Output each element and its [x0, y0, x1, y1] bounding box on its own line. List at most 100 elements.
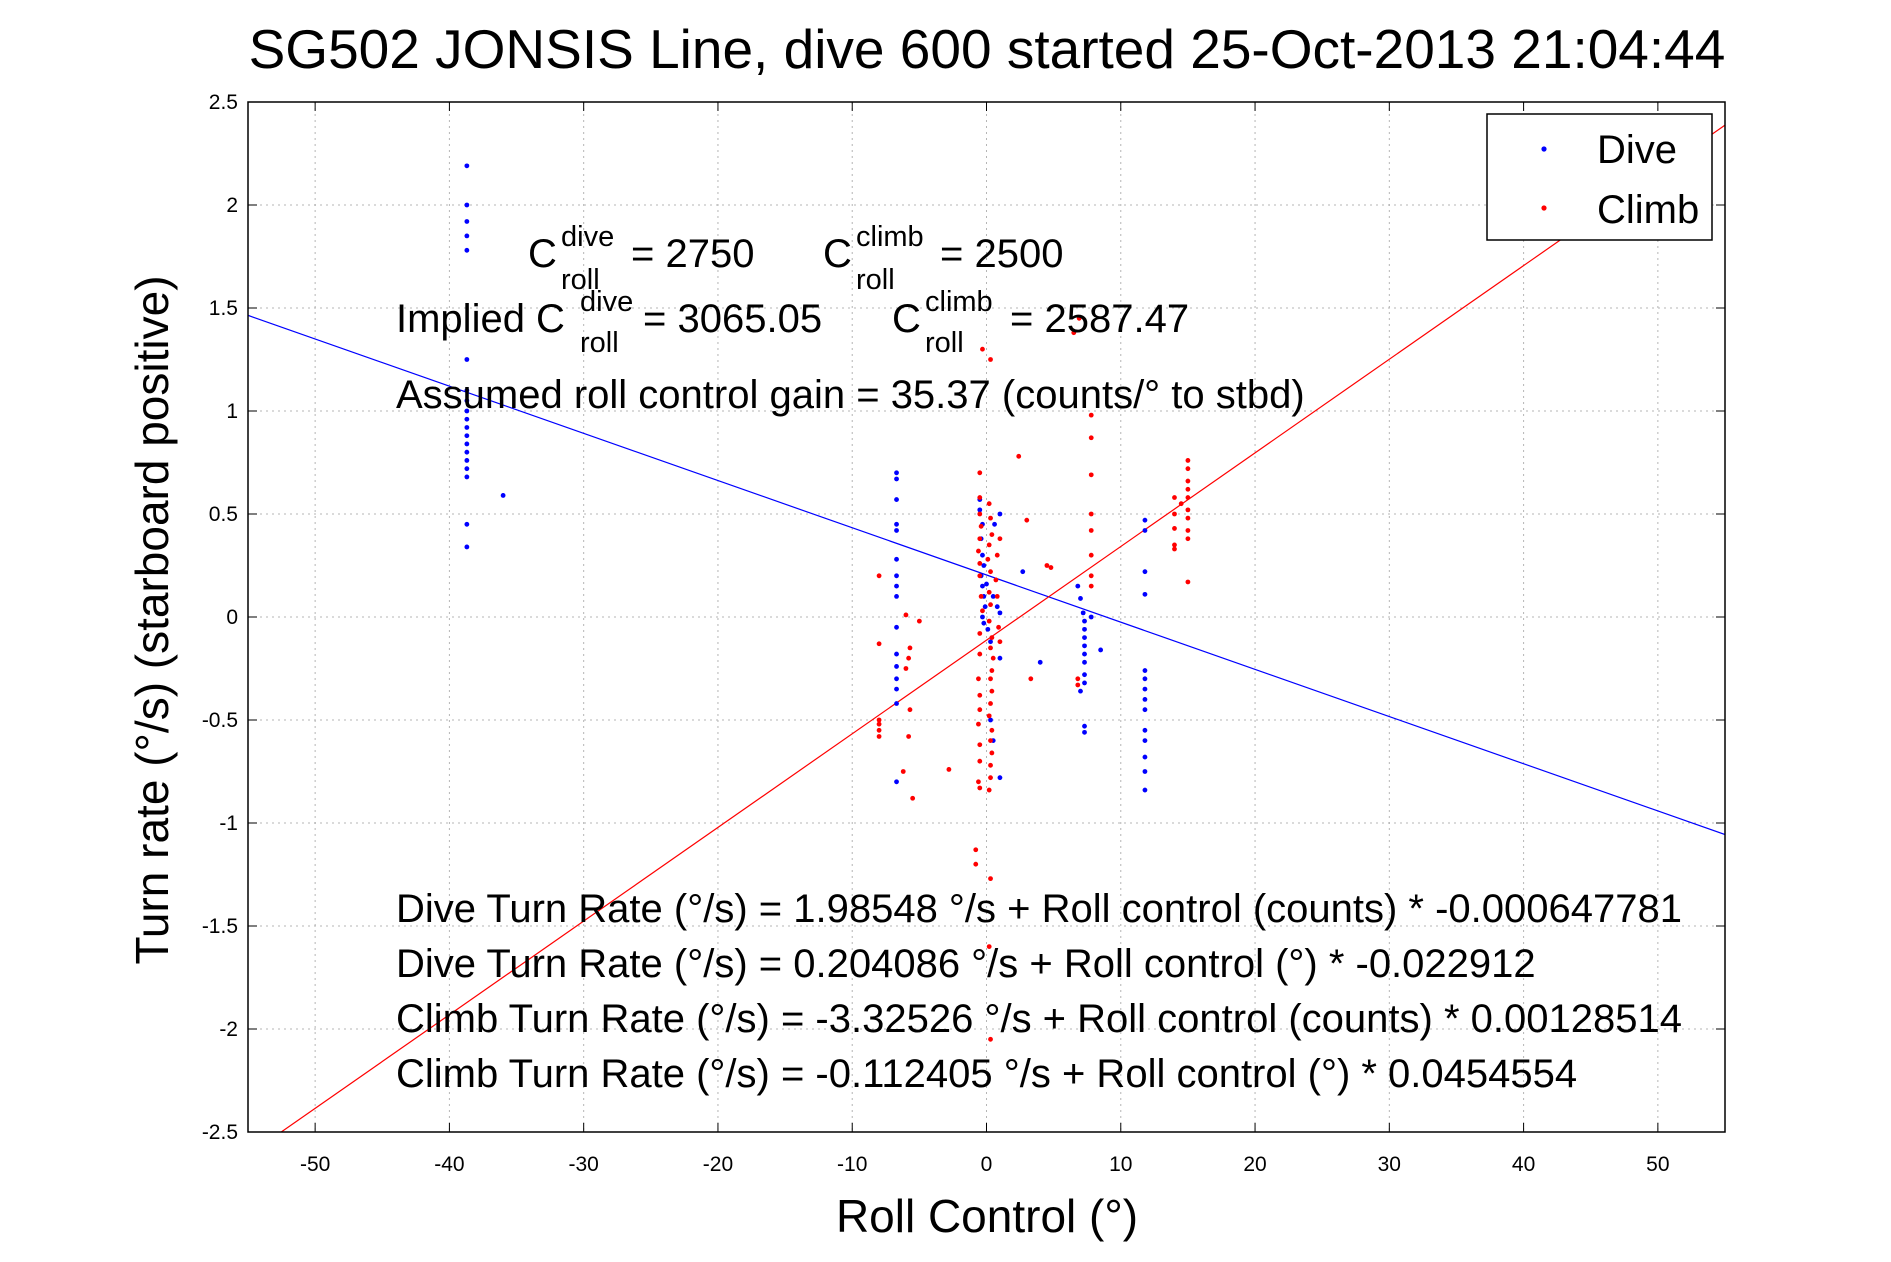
dive-point	[464, 425, 470, 430]
climb-point	[1172, 546, 1177, 552]
dive-point	[981, 563, 987, 568]
dive-point	[464, 458, 470, 463]
climb-point	[988, 645, 993, 651]
climb-point	[977, 511, 983, 517]
c-roll-dive-base: C	[528, 232, 557, 276]
c-roll-climb-value: = 2500	[940, 232, 1063, 276]
x-tick-label: -40	[434, 1153, 464, 1176]
climb-point	[977, 692, 983, 698]
climb-point	[997, 536, 1003, 542]
x-tick-label: 30	[1378, 1153, 1401, 1176]
x-axis-label: Roll Control (°)	[836, 1190, 1138, 1242]
dive-point	[977, 507, 983, 513]
dive-point	[1080, 610, 1086, 616]
dive-point	[988, 639, 993, 645]
y-tick-label: -1	[219, 812, 238, 835]
climb-point	[1088, 583, 1094, 589]
climb-point	[989, 750, 995, 756]
climb-point	[989, 727, 995, 733]
climb-point	[1185, 466, 1191, 472]
dive-point	[997, 610, 1003, 616]
climb-point	[903, 666, 909, 671]
dive-point	[1142, 686, 1148, 692]
dive-point	[994, 604, 1000, 610]
implied-climb-sup: climb	[925, 286, 993, 318]
climb-point	[994, 552, 1000, 558]
climb-point	[900, 769, 906, 774]
legend-box	[1486, 113, 1713, 241]
climb-point	[980, 608, 985, 614]
climb-fit-line	[280, 124, 1725, 1132]
climb-point	[1088, 552, 1094, 558]
climb-point	[976, 676, 981, 682]
grid-lines	[248, 101, 1725, 1133]
dive-point	[894, 651, 899, 657]
climb-point	[977, 573, 983, 579]
dive-point	[464, 357, 470, 362]
dive-point	[985, 626, 991, 632]
climb-point	[977, 785, 983, 791]
dive-point	[894, 528, 899, 533]
implied-c-roll-climb-annotation: C climb roll = 2587.47	[892, 286, 1189, 359]
implied-climb-base: C	[892, 297, 921, 341]
y-tick-label: -1.5	[202, 915, 238, 938]
climb-point	[1172, 542, 1177, 548]
climb-counts-equation: Climb Turn Rate (°/s) = -3.32526 °/s + R…	[396, 997, 1682, 1041]
x-tick-label: -10	[837, 1153, 867, 1176]
climb-point	[988, 738, 993, 743]
climb-point	[1172, 511, 1177, 517]
x-tick-label: 20	[1243, 1153, 1266, 1176]
dive-point	[464, 433, 470, 439]
roll-gain-annotation: Assumed roll control gain = 35.37 (count…	[396, 373, 1305, 417]
y-tick-label: -0.5	[202, 709, 238, 732]
legend: Dive Climb	[1486, 113, 1713, 241]
climb-point	[988, 357, 993, 362]
dive-point	[894, 556, 899, 562]
dive-point	[464, 202, 470, 208]
climb-point	[988, 762, 993, 768]
climb-point	[1185, 507, 1191, 513]
climb-point	[990, 655, 996, 661]
dive-point	[1142, 754, 1148, 760]
climb-point	[976, 721, 981, 727]
dive-point	[1142, 668, 1148, 673]
dive-point	[1098, 647, 1104, 653]
implied-dive-value: = 3065.05	[643, 297, 822, 341]
climb-point	[986, 944, 992, 949]
x-tick-label: -30	[569, 1153, 599, 1176]
x-tick-label: -20	[703, 1153, 733, 1176]
legend-climb-label: Climb	[1597, 188, 1699, 232]
climb-point	[1088, 412, 1094, 418]
climb-point	[1185, 536, 1191, 542]
y-tick-label: -2.5	[202, 1121, 238, 1144]
climb-point	[1185, 528, 1191, 533]
c-roll-dive-value: = 2750	[631, 232, 754, 276]
climb-point	[1185, 478, 1191, 484]
dive-point	[464, 474, 470, 480]
climb-point	[977, 495, 983, 500]
dive-point	[990, 594, 996, 599]
dive-point	[997, 655, 1003, 661]
dive-point	[984, 581, 989, 587]
dive-point	[464, 441, 470, 447]
climb-point	[976, 548, 981, 554]
dive-point	[1142, 591, 1148, 597]
dive-point	[894, 701, 899, 706]
climb-point	[996, 624, 1001, 630]
climb-point	[946, 767, 952, 772]
dive-point	[464, 466, 470, 472]
dive-point	[980, 583, 985, 589]
dive-point	[464, 544, 470, 550]
climb-point	[986, 787, 992, 793]
x-tick-label: -50	[300, 1153, 330, 1176]
climb-degrees-equation: Climb Turn Rate (°/s) = -0.112405 °/s + …	[396, 1052, 1577, 1096]
climb-point	[1172, 495, 1177, 500]
climb-point	[993, 577, 999, 583]
dive-point	[894, 676, 899, 682]
dive-point	[894, 497, 899, 502]
climb-point	[906, 655, 912, 661]
climb-point	[989, 688, 995, 694]
dive-point	[1082, 626, 1087, 632]
climb-point	[876, 641, 882, 647]
implied-c-roll-dive-annotation: Implied C dive roll = 3065.05	[396, 286, 822, 359]
